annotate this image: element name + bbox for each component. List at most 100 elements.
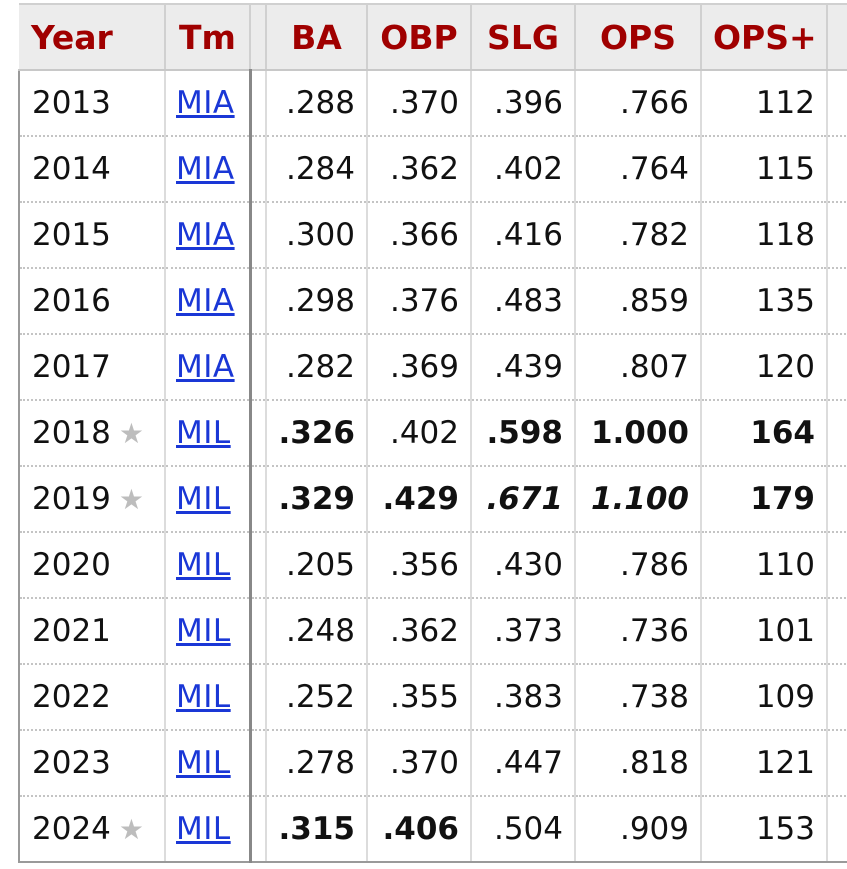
team-link[interactable]: MIL (176, 481, 231, 517)
slg-cell: .373 (471, 598, 576, 665)
table-row: 2024 ★ MIL .315 .406 .504 .909 153 (18, 796, 847, 863)
ops-plus-cell: 110 (701, 532, 828, 599)
ops-plus-cell: 118 (701, 202, 828, 269)
ba-cell: .205 (266, 532, 368, 599)
team-link[interactable]: MIA (176, 283, 235, 319)
header-year[interactable]: Year (19, 3, 166, 71)
team-link[interactable]: MIA (176, 85, 235, 121)
obp-cell: .402 (367, 400, 472, 467)
slg-cell: .439 (471, 334, 576, 401)
year-value: 2019 (32, 481, 111, 517)
table-header: Year Tm BA OBP SLG OPS OPS+ (19, 3, 847, 71)
slg-cell: .383 (471, 664, 576, 731)
team-cell: MIL (165, 532, 252, 599)
year-value: 2017 (32, 349, 111, 385)
next-column-cell (827, 598, 847, 665)
ops-plus-cell: 101 (701, 598, 828, 665)
next-column-cell (827, 268, 847, 335)
team-cell: MIL (165, 598, 252, 665)
frozen-divider (250, 70, 267, 137)
frozen-divider (250, 268, 267, 335)
table-row: 2016 MIA .298 .376 .483 .859 135 (18, 268, 847, 335)
header-frozen-divider (249, 3, 267, 71)
year-cell: 2015 (18, 202, 166, 269)
frozen-divider (250, 664, 267, 731)
obp-cell: .356 (367, 532, 472, 599)
year-value: 2022 (32, 679, 111, 715)
year-value: 2014 (32, 151, 111, 187)
ba-cell: .248 (266, 598, 368, 665)
team-cell: MIA (165, 334, 252, 401)
header-ba[interactable]: BA (266, 3, 368, 71)
ops-cell: .818 (575, 730, 702, 797)
year-value: 2013 (32, 85, 111, 121)
ba-cell: .282 (266, 334, 368, 401)
year-cell: 2018 ★ (18, 400, 166, 467)
team-link[interactable]: MIL (176, 415, 231, 451)
ops-cell: .782 (575, 202, 702, 269)
obp-cell: .376 (367, 268, 472, 335)
frozen-divider (250, 466, 267, 533)
next-column-cell (827, 730, 847, 797)
obp-cell: .370 (367, 730, 472, 797)
header-ops-plus[interactable]: OPS+ (701, 3, 828, 71)
year-cell: 2014 (18, 136, 166, 203)
ops-plus-cell: 153 (701, 796, 828, 863)
table-row: 2014 MIA .284 .362 .402 .764 115 (18, 136, 847, 203)
table-row: 2013 MIA .288 .370 .396 .766 112 (18, 70, 847, 137)
team-cell: MIL (165, 400, 252, 467)
team-link[interactable]: MIA (176, 217, 235, 253)
table-row: 2018 ★ MIL .326 .402 .598 1.000 164 (18, 400, 847, 467)
year-value: 2016 (32, 283, 111, 319)
year-cell: 2023 (18, 730, 166, 797)
team-cell: MIA (165, 136, 252, 203)
table-row: 2021 MIL .248 .362 .373 .736 101 (18, 598, 847, 665)
next-column-cell (827, 664, 847, 731)
ops-plus-cell: 120 (701, 334, 828, 401)
team-link[interactable]: MIL (176, 811, 231, 847)
team-cell: MIL (165, 466, 252, 533)
table-row: 2017 MIA .282 .369 .439 .807 120 (18, 334, 847, 401)
header-row: Year Tm BA OBP SLG OPS OPS+ (19, 3, 847, 71)
header-ops[interactable]: OPS (575, 3, 702, 71)
next-column-cell (827, 532, 847, 599)
team-link[interactable]: MIL (176, 679, 231, 715)
year-cell: 2021 (18, 598, 166, 665)
ops-cell: .738 (575, 664, 702, 731)
frozen-divider (250, 202, 267, 269)
team-cell: MIL (165, 664, 252, 731)
header-slg[interactable]: SLG (471, 3, 576, 71)
slg-cell: .396 (471, 70, 576, 137)
ops-plus-cell: 112 (701, 70, 828, 137)
year-cell: 2024 ★ (18, 796, 166, 863)
slg-cell: .447 (471, 730, 576, 797)
team-link[interactable]: MIL (176, 745, 231, 781)
ops-cell: .736 (575, 598, 702, 665)
obp-cell: .355 (367, 664, 472, 731)
ops-cell: .766 (575, 70, 702, 137)
year-cell: 2016 (18, 268, 166, 335)
table-body: 2013 MIA .288 .370 .396 .766 112 2014 MI… (18, 70, 847, 863)
ba-cell: .329 (266, 466, 368, 533)
frozen-divider (250, 796, 267, 863)
team-link[interactable]: MIA (176, 151, 235, 187)
next-column-cell (827, 70, 847, 137)
ops-cell: .859 (575, 268, 702, 335)
slg-cell: .504 (471, 796, 576, 863)
team-link[interactable]: MIA (176, 349, 235, 385)
year-cell: 2022 (18, 664, 166, 731)
table-row: 2020 MIL .205 .356 .430 .786 110 (18, 532, 847, 599)
team-link[interactable]: MIL (176, 547, 231, 583)
team-cell: MIA (165, 202, 252, 269)
frozen-divider (250, 400, 267, 467)
ops-cell: .807 (575, 334, 702, 401)
all-star-icon: ★ (118, 813, 145, 846)
header-obp[interactable]: OBP (367, 3, 472, 71)
team-link[interactable]: MIL (176, 613, 231, 649)
year-value: 2021 (32, 613, 111, 649)
ba-cell: .284 (266, 136, 368, 203)
next-column-cell (827, 136, 847, 203)
all-star-icon: ★ (118, 417, 145, 450)
table-row: 2019 ★ MIL .329 .429 .671 1.100 179 (18, 466, 847, 533)
header-team[interactable]: Tm (165, 3, 251, 71)
